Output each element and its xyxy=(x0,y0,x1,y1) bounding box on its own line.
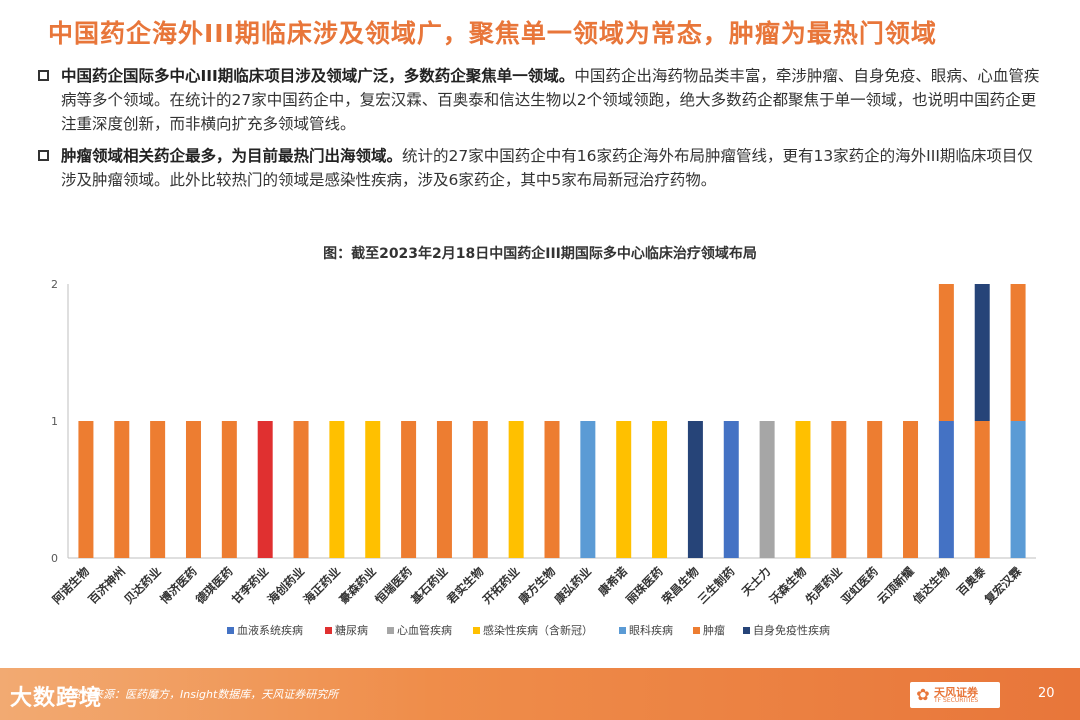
bar-segment xyxy=(938,421,954,558)
bar-segment xyxy=(150,421,166,558)
brand-name: 天风证券 xyxy=(934,686,978,699)
bar-segment xyxy=(723,421,739,558)
bar-segment xyxy=(616,421,632,558)
bar-segment xyxy=(329,421,345,558)
bar-segment xyxy=(365,421,381,558)
x-tick-label: 信达生物 xyxy=(910,564,953,607)
bar-segment xyxy=(257,421,273,558)
x-tick-label: 基石药业 xyxy=(407,564,450,607)
flower-icon: ✿ xyxy=(916,685,930,704)
bar-segment xyxy=(867,421,883,558)
bar-segment xyxy=(1010,421,1026,558)
bar-segment xyxy=(580,421,596,558)
x-tick-label: 君实生物 xyxy=(444,564,487,607)
x-tick-label: 先声药业 xyxy=(803,564,846,607)
bullet-bold-1: 中国药企国际多中心III期临床项目涉及领域广泛，多数药企聚焦单一领域。 xyxy=(61,67,575,85)
x-tick-label: 海正药业 xyxy=(301,564,344,607)
x-tick-label: 丽珠医药 xyxy=(623,564,666,607)
bar-segment xyxy=(687,421,703,558)
chart-title: 图：截至2023年2月18日中国药企III期国际多中心临床治疗领域布局 xyxy=(323,246,757,262)
bar-segment xyxy=(795,421,811,558)
bar-segment xyxy=(508,421,524,558)
x-tick-label: 海创药业 xyxy=(265,564,308,607)
bar-segment xyxy=(78,421,94,558)
source-note: 资料来源：医药魔方，Insight数据库，天风证券研究所 xyxy=(70,688,339,701)
y-tick-label: 2 xyxy=(51,278,58,291)
x-tick-label: 百奥泰 xyxy=(954,564,989,599)
legend-label: 糖尿病 xyxy=(335,623,368,637)
stacked-bar-chart: 0 1 2 阿诺生物百济神州贝达药业博济医药德琪医药甘李药业海创药业海正药业豪森药业恒… xyxy=(50,278,1036,637)
bar-segment xyxy=(293,421,309,558)
bar-segment xyxy=(436,421,452,558)
bar-segment xyxy=(221,421,237,558)
x-tick-label: 豪森药业 xyxy=(336,564,379,607)
y-tick-label: 0 xyxy=(51,552,58,565)
bar-segment xyxy=(938,284,954,421)
bar-segment xyxy=(472,421,488,558)
x-tick-label: 天士力 xyxy=(739,564,773,598)
legend-label: 眼科疾病 xyxy=(629,623,673,637)
legend-swatch xyxy=(693,627,700,634)
bullet-body-2: 统计的27家中国药企中有16家药企海外布局肿瘤管线，更有13家药企的海外III期… xyxy=(61,147,1033,189)
bar-segment xyxy=(544,421,560,558)
legend-swatch xyxy=(619,627,626,634)
page-title: 中国药企海外III期临床涉及领域广，聚焦单一领域为常态，肿瘤为最热门领域 xyxy=(48,19,937,48)
bullet-bold-2: 肿瘤领域相关药企最多，为目前最热门出海领域。 xyxy=(61,147,403,165)
footer-bar: 大数跨境 资料来源：医药魔方，Insight数据库，天风证券研究所 ✿ 天风证券… xyxy=(0,668,1080,720)
bar-segment xyxy=(1010,284,1026,421)
legend-swatch xyxy=(387,627,394,634)
x-tick-label: 康方生物 xyxy=(516,564,559,607)
legend-swatch xyxy=(473,627,480,634)
legend-swatch xyxy=(227,627,234,634)
bar-segment xyxy=(652,421,668,558)
bar-segment xyxy=(903,421,919,558)
legend-swatch xyxy=(325,627,332,634)
page-number: 20 xyxy=(1038,686,1055,701)
square-bullet-icon xyxy=(38,150,49,161)
bullet-text-1: 中国药企国际多中心III期临床项目涉及领域广泛，多数药企聚焦单一领域。中国药企出… xyxy=(61,64,1046,136)
legend-label: 肿瘤 xyxy=(703,623,725,637)
legend-label: 心血管疾病 xyxy=(397,623,452,637)
x-tick-label: 阿诺生物 xyxy=(50,564,93,607)
bullet-item-2: 肿瘤领域相关药企最多，为目前最热门出海领域。统计的27家中国药企中有16家药企海… xyxy=(36,144,1046,192)
legend-swatch xyxy=(743,627,750,634)
x-tick-label: 康弘药业 xyxy=(552,564,595,607)
bullet-body-1: 中国药企出海药物品类丰富，牵涉肿瘤、自身免疫、眼病、心血管疾病等多个领域。在统计… xyxy=(61,67,1040,133)
y-tick-label: 1 xyxy=(51,415,58,428)
x-tick-label: 云顶新耀 xyxy=(874,564,917,607)
bullet-list: 中国药企国际多中心III期临床项目涉及领域广泛，多数药企聚焦单一领域。中国药企出… xyxy=(36,64,1046,200)
bar-segment xyxy=(974,421,990,558)
bar-segment xyxy=(974,284,990,421)
bullet-text-2: 肿瘤领域相关药企最多，为目前最热门出海领域。统计的27家中国药企中有16家药企海… xyxy=(61,144,1046,192)
legend-label: 感染性疾病（含新冠） xyxy=(483,623,593,637)
watermark-logo: 大数跨境 xyxy=(10,686,103,711)
x-tick-label: 康希诺 xyxy=(596,564,631,599)
x-tick-label: 恒瑞医药 xyxy=(372,564,415,607)
x-tick-label: 博济医药 xyxy=(157,564,200,607)
x-tick-label: 复宏汉霖 xyxy=(981,564,1024,607)
bar-segment xyxy=(831,421,847,558)
x-tick-label: 亚虹医药 xyxy=(838,564,881,607)
x-tick-label: 三生制药 xyxy=(695,564,738,607)
x-tick-label: 荣昌生物 xyxy=(658,564,701,607)
x-tick-label: 贝达药业 xyxy=(121,564,164,607)
bar-segment xyxy=(185,421,201,558)
brand-logo: ✿ 天风证券 TF SECURITIES xyxy=(910,682,1000,708)
x-tick-label: 开拓药业 xyxy=(480,564,523,607)
bullet-item-1: 中国药企国际多中心III期临床项目涉及领域广泛，多数药企聚焦单一领域。中国药企出… xyxy=(36,64,1046,136)
brand-subtitle: TF SECURITIES xyxy=(934,697,979,704)
bar-segment xyxy=(401,421,417,558)
x-tick-label: 沃森生物 xyxy=(767,564,810,607)
x-tick-label: 百济神州 xyxy=(85,564,127,606)
bar-segment xyxy=(114,421,130,558)
legend-label: 血液系统疾病 xyxy=(237,623,303,637)
x-tick-label: 德琪医药 xyxy=(192,564,235,607)
legend-label: 自身免疫性疾病 xyxy=(753,623,830,637)
square-bullet-icon xyxy=(38,70,49,81)
x-tick-label: 甘李药业 xyxy=(229,564,272,607)
bar-segment xyxy=(759,421,775,558)
